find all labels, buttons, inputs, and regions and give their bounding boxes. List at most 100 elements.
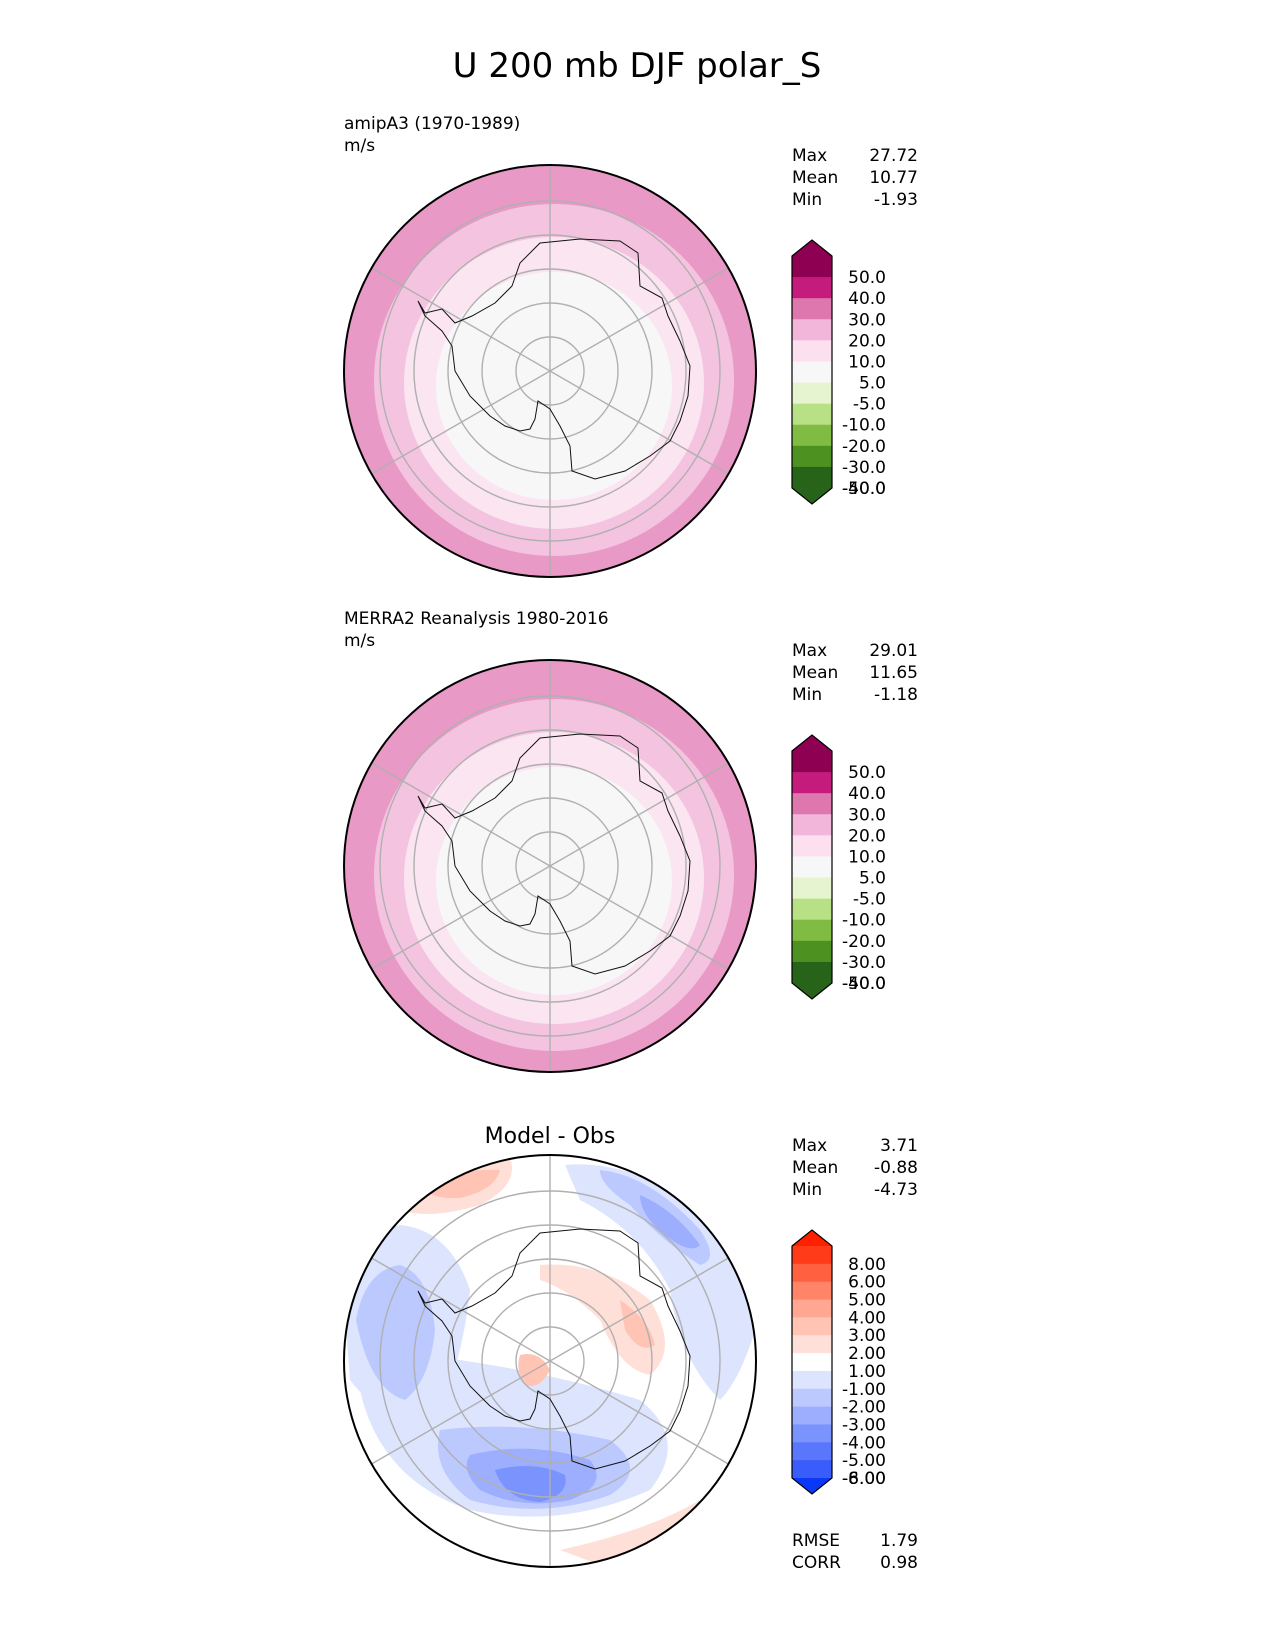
colorbar-extend-top	[792, 735, 832, 751]
colorbar-extend-top	[792, 240, 832, 256]
colorbar-tick-label: -3.00	[842, 1415, 886, 1435]
colorbar-tick-label: 4.00	[848, 1308, 886, 1328]
stat-label: Max	[792, 1136, 827, 1156]
colorbar-tick-label: -10.0	[842, 416, 886, 436]
colorbar-segment	[792, 940, 832, 963]
stat-label: Min	[792, 685, 822, 705]
colorbar-outline	[791, 734, 833, 1000]
panel-test: amipA3 (1970-1989) m/s Max 27.72 Mean 10.77…	[343, 114, 918, 578]
colorbar-segment	[792, 1460, 832, 1479]
stat-label: Min	[792, 1180, 822, 1200]
colorbar-tick-label: -20.0	[842, 437, 886, 457]
colorbar-segment	[792, 319, 832, 341]
meridian-line	[549, 370, 729, 475]
meridian-line	[549, 762, 729, 867]
meridian-line	[371, 370, 551, 475]
panel-label: amipA3 (1970-1989)	[344, 114, 520, 134]
anomaly-region	[540, 1264, 665, 1375]
map-boundary	[343, 164, 757, 578]
colorbar-tick-label: 30.0	[848, 310, 886, 330]
colorbar-segment	[792, 361, 832, 384]
colorbar-tick-label: 40.0	[848, 289, 886, 309]
colorbar-segment	[792, 772, 832, 794]
error-stat-label: CORR	[792, 1553, 841, 1573]
meridian-line	[371, 1360, 551, 1465]
colorbar-tick-label: -5.0	[853, 395, 886, 415]
colorbar-segment	[792, 1246, 832, 1265]
colorbar-segment	[792, 814, 832, 836]
meridian-line	[549, 1257, 729, 1362]
colorbar-segment	[792, 277, 832, 299]
stat-label: Mean	[792, 663, 838, 683]
colorbar-segment	[792, 751, 832, 773]
anomaly-region	[495, 1466, 566, 1502]
colorbar-segment	[792, 961, 832, 984]
colorbar-tick-label: 1.00	[848, 1362, 886, 1382]
panel-label: MERRA2 Reanalysis 1980-2016	[344, 609, 609, 629]
map-boundary	[343, 1154, 757, 1568]
colorbar-tick-label: -5.0	[853, 890, 886, 910]
colorbar-segment	[792, 1299, 832, 1318]
stat-label: Mean	[792, 168, 838, 188]
error-stat-value: 1.79	[880, 1531, 918, 1551]
meridian-line	[549, 1360, 729, 1465]
colorbar-segment	[792, 1317, 832, 1336]
stat-value: 11.65	[869, 663, 918, 683]
stat-value: -1.93	[874, 190, 918, 210]
anomaly-region	[356, 1265, 435, 1400]
colorbar-segment	[792, 1370, 832, 1390]
colorbar-segment	[792, 1335, 832, 1354]
colorbar-tick-label: -50.0	[842, 479, 886, 499]
colorbar-segment	[792, 1263, 832, 1283]
stat-value: 10.77	[869, 168, 918, 188]
colorbar-tick-label: 20.0	[848, 826, 886, 846]
colorbar-tick-label: -2.00	[842, 1398, 886, 1418]
colorbar-segment	[792, 919, 832, 942]
anomaly-region	[620, 1300, 655, 1348]
colorbar-segment	[792, 340, 832, 362]
colorbar-segment	[792, 298, 832, 320]
colorbar-tick-label: 50.0	[848, 268, 886, 288]
colorbar-segment	[792, 256, 832, 278]
anomaly-region	[640, 1195, 700, 1249]
anomaly-region	[560, 1500, 700, 1565]
error-stat-value: 0.98	[880, 1553, 918, 1573]
contour-band	[436, 767, 672, 995]
colorbar-tick-label: -6.00	[842, 1469, 886, 1489]
stats-block: Max 29.01 Mean 11.65 Min -1.18	[792, 641, 918, 705]
stat-label: Max	[792, 146, 827, 166]
map-field	[344, 660, 756, 1072]
colorbar-tick-label: 5.0	[859, 869, 886, 889]
map-boundary	[343, 659, 757, 1073]
anomaly-region	[565, 1164, 755, 1400]
colorbar: 8.006.005.004.003.002.001.00-1.00-2.00-3…	[791, 1229, 886, 1495]
colorbar-segment	[792, 1388, 832, 1408]
colorbar-segment	[792, 382, 832, 405]
stat-value: -4.73	[874, 1180, 918, 1200]
anomaly-region	[420, 1169, 500, 1199]
map-field	[344, 165, 756, 577]
colorbar-tick-label: -4.00	[842, 1433, 886, 1453]
figure-title: U 200 mb DJF polar_S	[453, 46, 822, 86]
colorbar-segment	[792, 445, 832, 468]
stat-label: Max	[792, 641, 827, 661]
meridian-line	[371, 762, 551, 867]
stats-block: Max 3.71 Mean -0.88 Min -4.73	[792, 1136, 918, 1200]
meridian-line	[371, 865, 551, 970]
panel-units: m/s	[344, 136, 375, 156]
contour-band	[436, 272, 672, 500]
colorbar-segment	[792, 1281, 832, 1301]
colorbar-tick-label: 2.00	[848, 1344, 886, 1364]
colorbar-extend-bottom	[792, 983, 832, 999]
colorbar-segment	[792, 466, 832, 489]
colorbar-tick-label: -8.00	[842, 1469, 886, 1489]
colorbar-segment	[792, 877, 832, 900]
colorbar-tick-label: -40.0	[842, 479, 886, 499]
colorbar-segment	[792, 1406, 832, 1425]
colorbar-tick-label: -1.00	[842, 1380, 886, 1400]
colorbar-outline	[791, 239, 833, 505]
colorbar-tick-label: 40.0	[848, 784, 886, 804]
stat-value: 29.01	[869, 641, 918, 661]
graticule	[371, 660, 729, 1072]
